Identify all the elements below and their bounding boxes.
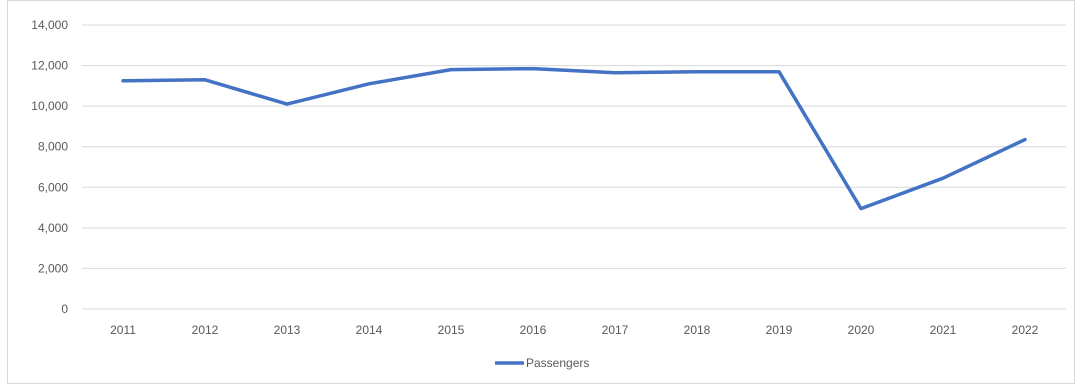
x-tick-label: 2013	[274, 323, 301, 337]
data-point[interactable]	[941, 176, 946, 181]
legend-item[interactable]: Passengers	[495, 356, 589, 370]
y-tick-label: 6,000	[38, 180, 68, 194]
x-tick-label: 2018	[684, 323, 711, 337]
series-line-passengers[interactable]	[121, 66, 1027, 211]
series	[121, 66, 1028, 211]
gridlines	[82, 24, 1066, 269]
x-tick-label: 2016	[520, 323, 547, 337]
x-tick-label: 2015	[438, 323, 465, 337]
x-tick-label: 2019	[766, 323, 793, 337]
data-point[interactable]	[449, 67, 454, 72]
data-point[interactable]	[203, 77, 208, 82]
y-tick-label: 2,000	[38, 261, 68, 275]
y-tick-labels: 0 2,000 4,000 6,000 8,000 10,000 12,000 14,000	[31, 18, 68, 316]
data-point[interactable]	[777, 69, 782, 74]
x-tick-label: 2017	[602, 323, 629, 337]
x-tick-label: 2011	[110, 323, 136, 337]
data-point[interactable]	[859, 206, 864, 211]
data-point[interactable]	[285, 102, 290, 107]
chart-frame	[7, 0, 1075, 384]
y-tick-label: 12,000	[31, 59, 68, 73]
data-point[interactable]	[121, 78, 126, 83]
data-point[interactable]	[613, 70, 618, 75]
y-tick-label: 8,000	[38, 140, 68, 154]
y-tick-label: 14,000	[31, 18, 68, 32]
y-tick-label: 10,000	[31, 99, 68, 113]
data-point[interactable]	[1023, 137, 1028, 142]
legend[interactable]: Passengers	[495, 356, 589, 370]
data-point[interactable]	[531, 66, 536, 71]
x-tick-label: 2021	[930, 323, 957, 337]
x-tick-label: 2014	[356, 323, 383, 337]
data-point[interactable]	[695, 69, 700, 74]
x-tick-label: 2020	[848, 323, 875, 337]
x-tick-labels: 2011 2012 2013 2014 2015 2016 2017 2018 2019 2020…	[110, 323, 1039, 337]
legend-label: Passengers	[526, 356, 589, 370]
data-point[interactable]	[367, 81, 372, 86]
x-tick-label: 2012	[192, 323, 219, 337]
y-tick-label: 0	[61, 302, 68, 316]
x-tick-label: 2022	[1012, 323, 1039, 337]
y-tick-label: 4,000	[38, 221, 68, 235]
